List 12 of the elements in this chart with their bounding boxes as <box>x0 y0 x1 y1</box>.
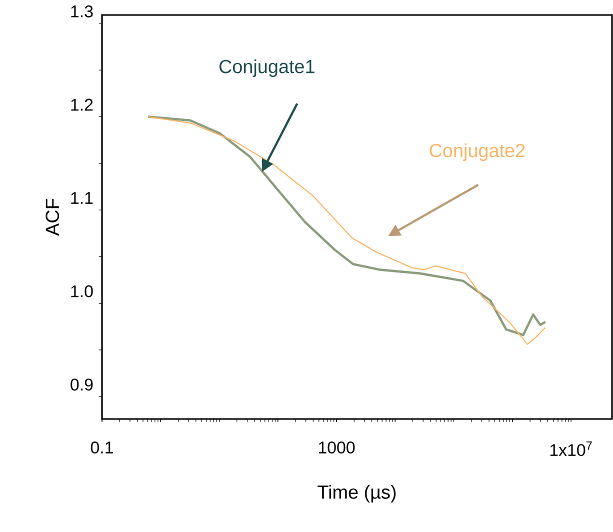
x-tick-label: 1x10$^{7}$ <box>550 442 592 456</box>
y-tick-label: 1.0 <box>71 285 93 298</box>
x-tick-label: 0.1 <box>90 442 113 454</box>
y-tick-label: 1.2 <box>71 98 93 111</box>
text: Conjugate2 <box>430 143 525 161</box>
x-axis-title: Time (µs) <box>318 484 396 503</box>
y-tick-label: 0.9 <box>70 378 93 391</box>
y-tick-label: 1.3 <box>71 5 93 18</box>
x-tick-label: 1000 <box>318 442 355 454</box>
y-axis-title: ACF <box>46 198 60 236</box>
text: Conjugate1 <box>219 59 314 77</box>
y-tick-label: 1.1 <box>71 192 93 204</box>
